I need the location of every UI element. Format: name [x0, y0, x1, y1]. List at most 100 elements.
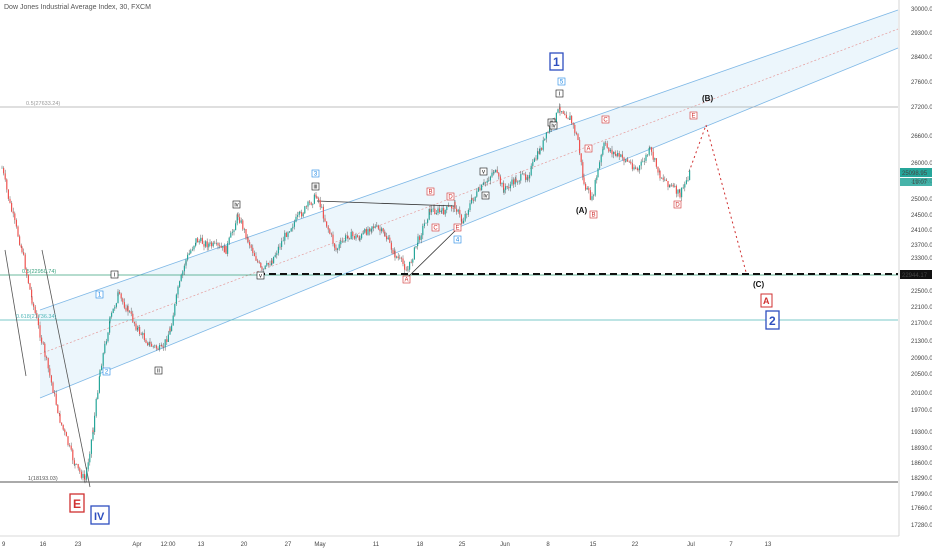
candle-body — [250, 245, 252, 248]
y-tick-label: 22500.00 — [911, 289, 932, 295]
wave-A-box — [760, 293, 773, 308]
candle-body — [277, 246, 279, 254]
candle-body — [163, 346, 165, 348]
candle-body — [7, 189, 9, 199]
candle-body — [439, 208, 441, 212]
candle-body — [114, 306, 116, 309]
y-tick-label: 23700.00 — [911, 243, 932, 249]
candle-body — [227, 243, 229, 254]
small-wave-label: 2 — [105, 370, 109, 376]
candle-body — [237, 214, 239, 218]
early-trend-2 — [41, 249, 91, 488]
candle-body — [152, 346, 154, 347]
price-tag-time-bg — [900, 178, 932, 186]
candle-body — [198, 241, 200, 243]
candle-body — [137, 327, 139, 330]
candle-body — [282, 240, 284, 242]
chart-title: Dow Jones Industrial Average Index, 30, … — [4, 4, 151, 11]
candle-body — [105, 341, 107, 344]
candle-body — [544, 138, 546, 141]
candle-body — [332, 234, 334, 244]
candle-body — [147, 342, 149, 346]
candle-body — [645, 154, 647, 161]
channel-lower-line — [39, 47, 899, 399]
y-tick-label: 30000.00 — [911, 7, 932, 13]
candle-body — [26, 269, 28, 275]
candle-body — [574, 125, 576, 133]
candle-body — [84, 474, 86, 480]
candle-body — [643, 160, 645, 162]
candle-body — [161, 345, 163, 347]
candles — [1, 103, 691, 484]
fib-label-1: 0.5(22950.74) — [22, 269, 56, 275]
candle-body — [609, 149, 611, 152]
candle-body — [304, 206, 306, 214]
candle-body — [190, 250, 192, 254]
candle-body — [488, 180, 490, 181]
small-wave-box — [549, 121, 558, 130]
candle-body — [137, 327, 139, 328]
candle-body — [620, 154, 622, 157]
x-tick-label: 13 — [198, 542, 205, 548]
candle-body — [621, 154, 623, 158]
candle-body — [29, 283, 31, 290]
candle-body — [54, 392, 56, 394]
candle-body — [157, 348, 159, 350]
candle-body — [639, 165, 641, 171]
candle-body — [61, 422, 63, 425]
small-wave-label: D — [448, 195, 453, 201]
candle-body — [12, 211, 14, 214]
candle-body — [31, 289, 33, 298]
y-tick-label: 26000.00 — [911, 161, 932, 167]
small-wave-box — [584, 144, 593, 153]
candle-body — [9, 198, 11, 203]
candle-body — [255, 256, 257, 261]
candle-body — [175, 294, 177, 304]
candle-body — [307, 201, 309, 207]
candle-body — [376, 225, 378, 227]
candle-body — [139, 327, 141, 334]
small-wave-box — [557, 77, 566, 86]
y-tick-label: 29300.00 — [911, 31, 932, 37]
candle-body — [211, 242, 213, 247]
candle-body — [269, 264, 271, 266]
y-axis: 30000.00 29300.00 28400.00 27600.00 27200.00… — [911, 7, 932, 529]
candle-body — [285, 232, 287, 237]
candle-body — [390, 242, 392, 250]
y-tick-label: 22100.00 — [911, 305, 932, 311]
candle-body — [459, 209, 461, 215]
candle-body — [525, 174, 527, 180]
candle-body — [577, 134, 579, 140]
small-wave-box — [426, 187, 435, 196]
x-tick-label: 25 — [459, 542, 466, 548]
candle-body — [326, 221, 328, 227]
candle-body — [586, 187, 588, 190]
x-tick-label: 23 — [75, 542, 82, 548]
candle-body — [541, 148, 543, 150]
candle-body — [633, 167, 635, 170]
candle-body — [527, 177, 529, 179]
candle-body — [257, 260, 259, 262]
candle-body — [122, 298, 124, 303]
y-tick-label: 23300.00 — [911, 256, 932, 262]
x-tick-label: Jun — [500, 542, 510, 548]
candle-body — [240, 220, 242, 223]
candle-body — [258, 261, 260, 263]
candle-body — [17, 226, 19, 237]
candle-body — [195, 238, 197, 243]
candle-body — [57, 404, 59, 414]
candle-body — [538, 151, 540, 154]
y-tick-label: 21700.00 — [911, 321, 932, 327]
candle-body — [44, 351, 46, 357]
candle-body — [606, 143, 608, 148]
candle-body — [441, 208, 443, 211]
candle-body — [506, 186, 508, 188]
candle-body — [200, 237, 202, 242]
candle-body — [532, 161, 534, 166]
candle-body — [517, 181, 519, 183]
candle-body — [394, 251, 396, 258]
triangle-upper — [316, 200, 456, 207]
candle-body — [496, 169, 498, 173]
candle-body — [67, 436, 69, 445]
candle-body — [334, 243, 336, 248]
